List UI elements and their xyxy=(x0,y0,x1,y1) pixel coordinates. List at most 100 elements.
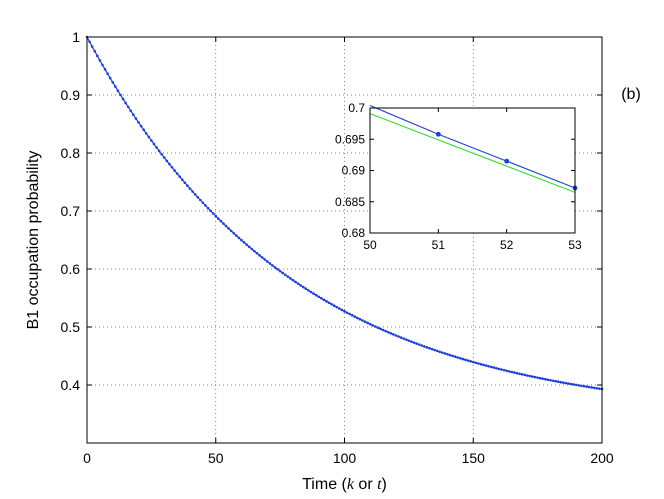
data-point xyxy=(461,357,465,361)
inset-data-point xyxy=(504,158,510,164)
data-point xyxy=(322,298,326,302)
inset-model-line xyxy=(369,104,576,189)
data-point xyxy=(124,101,127,105)
data-point xyxy=(526,374,529,377)
inset-ticks: 50 51 52 53 0.68 0.685 0.69 0.695 0.7 xyxy=(335,101,582,252)
data-point xyxy=(229,229,233,233)
data-point xyxy=(456,356,460,359)
data-point xyxy=(116,89,120,93)
data-point xyxy=(582,384,586,388)
data-point xyxy=(407,339,411,342)
data-point xyxy=(469,360,472,363)
data-point xyxy=(304,287,308,291)
data-point xyxy=(423,345,426,348)
data-point xyxy=(590,386,593,389)
data-point xyxy=(88,40,91,44)
data-point xyxy=(134,117,138,120)
data-point xyxy=(186,184,189,188)
inset-x-tick-label: 51 xyxy=(432,238,446,252)
data-point xyxy=(283,273,287,277)
data-point xyxy=(502,368,506,372)
data-point xyxy=(487,364,491,368)
data-point xyxy=(518,372,521,376)
data-point xyxy=(448,353,452,357)
data-point xyxy=(438,350,442,354)
data-point xyxy=(443,352,447,355)
data-point xyxy=(175,172,179,175)
data-point xyxy=(253,249,256,253)
inset-data-point xyxy=(435,131,441,137)
data-point xyxy=(258,254,261,257)
data-point xyxy=(435,349,439,353)
data-point xyxy=(363,320,367,324)
data-point xyxy=(559,380,563,384)
data-point xyxy=(137,121,140,124)
data-point xyxy=(217,217,220,220)
data-point xyxy=(510,370,514,374)
data-point xyxy=(358,317,362,321)
data-point xyxy=(562,381,565,384)
data-point xyxy=(335,305,339,309)
inset-y-tick-label: 0.7 xyxy=(348,101,365,115)
y-tick-label: 0.9 xyxy=(61,87,81,103)
data-point xyxy=(291,278,295,282)
data-point xyxy=(103,68,107,71)
data-point xyxy=(191,190,194,193)
data-point xyxy=(201,201,205,205)
data-point xyxy=(330,302,333,306)
data-point xyxy=(235,234,238,237)
data-point xyxy=(405,338,408,341)
data-point xyxy=(119,93,122,97)
data-point xyxy=(577,384,581,387)
main-grid xyxy=(87,37,602,443)
data-point xyxy=(474,361,478,365)
main-ticks: 0 50 100 150 200 0.4 0.5 0.6 0.7 0.8 0.9 1 xyxy=(61,29,614,466)
data-point xyxy=(415,342,418,345)
data-point xyxy=(129,109,133,113)
data-point xyxy=(214,214,218,218)
data-point xyxy=(250,247,254,251)
data-point xyxy=(93,49,97,53)
inset-x-tick-label: 50 xyxy=(363,238,377,252)
data-point xyxy=(286,275,290,278)
data-point xyxy=(541,377,545,381)
data-point xyxy=(353,315,357,318)
data-point xyxy=(260,256,264,259)
data-point xyxy=(361,319,364,322)
data-point xyxy=(227,227,230,230)
data-point xyxy=(544,377,547,381)
data-point xyxy=(417,343,421,346)
data-point xyxy=(193,193,197,196)
y-tick-label: 0.4 xyxy=(61,377,81,393)
data-point xyxy=(314,293,318,297)
data-point xyxy=(374,325,377,328)
data-point xyxy=(183,181,187,185)
data-point xyxy=(554,379,557,383)
y-tick-label: 0.7 xyxy=(61,203,81,219)
data-point xyxy=(549,378,552,382)
data-point xyxy=(240,238,243,242)
data-point xyxy=(515,371,519,375)
data-point xyxy=(556,380,560,384)
data-point xyxy=(126,105,130,109)
data-point xyxy=(441,351,444,354)
data-point xyxy=(345,311,349,314)
data-point xyxy=(386,330,390,334)
data-point xyxy=(204,204,207,207)
data-point xyxy=(381,328,385,332)
data-point xyxy=(425,346,429,349)
data-point xyxy=(569,382,573,386)
data-point xyxy=(206,206,210,210)
inset-y-tick-label: 0.695 xyxy=(335,132,365,146)
data-point xyxy=(196,195,200,199)
data-point xyxy=(276,267,279,271)
data-point xyxy=(572,383,575,386)
data-point xyxy=(433,348,436,352)
data-point xyxy=(356,316,359,320)
data-point xyxy=(484,364,488,367)
inset-y-tick-label: 0.685 xyxy=(335,195,365,209)
data-point xyxy=(546,378,550,382)
data-point xyxy=(317,295,321,299)
x-tick-label: 200 xyxy=(590,450,614,466)
data-point xyxy=(268,262,272,265)
